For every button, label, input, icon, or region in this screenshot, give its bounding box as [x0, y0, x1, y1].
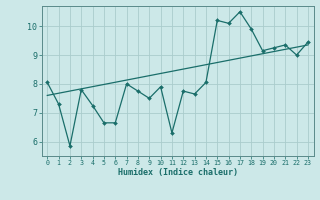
X-axis label: Humidex (Indice chaleur): Humidex (Indice chaleur) — [118, 168, 237, 177]
